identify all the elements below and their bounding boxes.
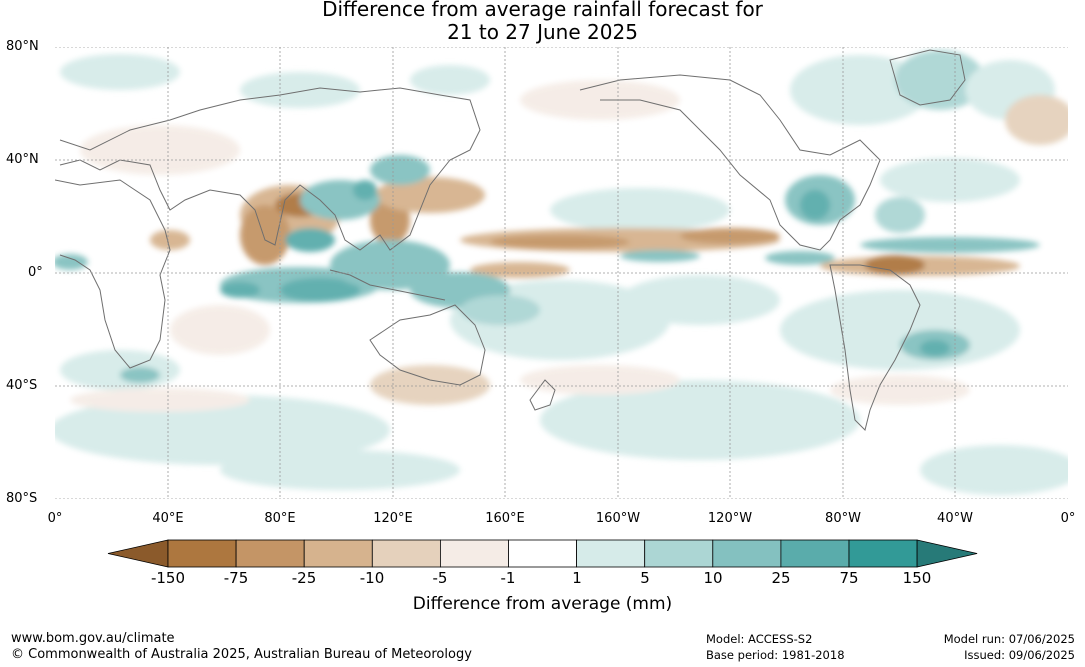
footer-model: Model: ACCESS-S2 bbox=[706, 632, 813, 646]
lon-label-80w: 80°W bbox=[825, 511, 861, 526]
lon-label-120e: 120°E bbox=[373, 511, 413, 526]
lon-label-40w: 40°W bbox=[937, 511, 973, 526]
footer-url: www.bom.gov.au/climate bbox=[11, 631, 175, 646]
lat-label-80n: 80°N bbox=[6, 39, 39, 54]
coastlines bbox=[55, 49, 966, 431]
graticule bbox=[55, 47, 1068, 499]
map-title-line2: 21 to 27 June 2025 bbox=[447, 20, 638, 44]
lon-label-40e: 40°E bbox=[152, 511, 184, 526]
rainfall-anomaly-field bbox=[55, 47, 1068, 499]
legend-tick-label: -150 bbox=[150, 569, 186, 587]
lat-label-0: 0° bbox=[28, 265, 43, 280]
legend-swatch bbox=[371, 539, 441, 568]
legend-tick-label: 5 bbox=[640, 569, 650, 587]
legend-tick-label: -75 bbox=[223, 569, 249, 587]
legend-tick-label: -5 bbox=[432, 569, 448, 587]
legend-swatch bbox=[508, 539, 577, 568]
lon-label-160w: 160°W bbox=[595, 511, 641, 526]
legend-tick-label: -1 bbox=[500, 569, 516, 587]
legend-swatch bbox=[235, 539, 305, 568]
legend-tick-label: 25 bbox=[771, 569, 791, 587]
legend-arrow-high bbox=[916, 539, 978, 568]
legend-tick-label: 1 bbox=[572, 569, 582, 587]
legend-swatch bbox=[644, 539, 714, 568]
footer-issued: Issued: 09/06/2025 bbox=[964, 648, 1075, 662]
lon-label-80e: 80°E bbox=[264, 511, 296, 526]
footer-base-period: Base period: 1981-2018 bbox=[706, 648, 845, 662]
lon-label-120w: 120°W bbox=[707, 511, 753, 526]
legend-tick-label: 75 bbox=[839, 569, 859, 587]
lon-label-160e: 160°E bbox=[485, 511, 525, 526]
legend-swatch bbox=[712, 539, 782, 568]
lat-label-40n: 40°N bbox=[6, 152, 39, 167]
footer-copyright: © Commonwealth of Australia 2025, Austra… bbox=[11, 647, 472, 662]
lat-label-80s: 80°S bbox=[6, 491, 38, 506]
legend-tick-label: -10 bbox=[359, 569, 385, 587]
lat-label-40s: 40°S bbox=[6, 378, 38, 393]
map-title-line1: Difference from average rainfall forecas… bbox=[322, 0, 763, 21]
legend-swatch bbox=[439, 539, 509, 568]
legend-swatch bbox=[303, 539, 373, 568]
legend-swatch bbox=[780, 539, 850, 568]
legend-tick-label: 10 bbox=[703, 569, 723, 587]
legend-tick-label: 150 bbox=[902, 569, 932, 587]
legend-swatch bbox=[576, 539, 646, 568]
legend-tick-label: -25 bbox=[291, 569, 317, 587]
legend-swatch bbox=[167, 539, 237, 568]
legend-swatch bbox=[848, 539, 918, 568]
legend-title: Difference from average (mm) bbox=[412, 594, 673, 614]
lon-label-0-right: 0° bbox=[1060, 511, 1076, 526]
legend-arrow-low bbox=[107, 539, 169, 568]
legend-colorbar bbox=[107, 539, 978, 568]
lon-label-0-left: 0° bbox=[47, 511, 63, 526]
footer-model-run: Model run: 07/06/2025 bbox=[943, 632, 1075, 646]
